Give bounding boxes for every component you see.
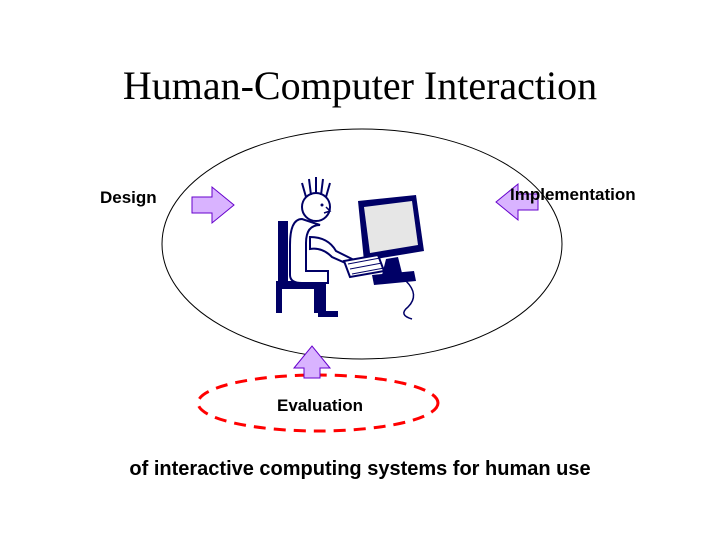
diagram-stage: Human-Computer Interaction Design Implem… (0, 0, 720, 540)
person-at-computer-icon (276, 177, 424, 319)
label-evaluation: Evaluation (260, 396, 380, 416)
label-implementation: Implementation (510, 185, 636, 205)
label-design: Design (100, 188, 157, 208)
arrow-design-icon (192, 187, 234, 223)
subtitle: of interactive computing systems for hum… (0, 458, 720, 481)
arrow-evaluation-icon (294, 346, 330, 378)
main-ellipse (162, 129, 562, 359)
page-title: Human-Computer Interaction (0, 62, 720, 109)
